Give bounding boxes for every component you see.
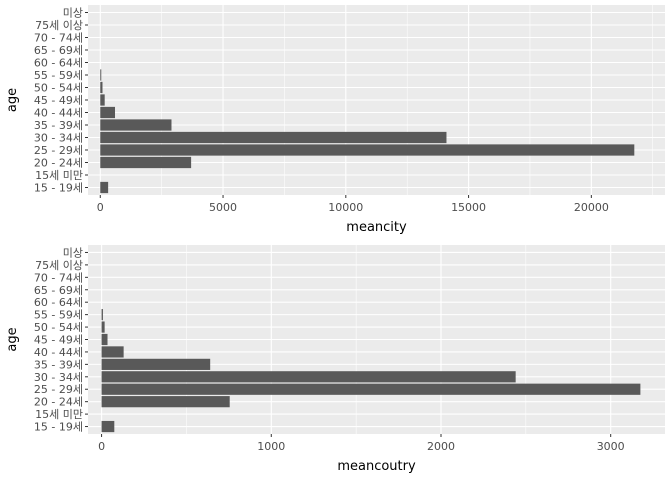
y-tick-label: 20 - 24세 bbox=[34, 157, 83, 170]
y-tick-label: 60 - 64세 bbox=[34, 57, 83, 70]
x-tick-label: 5000 bbox=[209, 201, 237, 214]
y-tick-label: 15 - 19세 bbox=[34, 182, 83, 195]
x-tick-label: 3000 bbox=[597, 440, 625, 453]
y-tick-label: 45 - 49세 bbox=[34, 334, 83, 347]
y-tick-label: 70 - 74세 bbox=[34, 271, 83, 284]
bar bbox=[101, 358, 211, 370]
bar bbox=[100, 181, 109, 194]
y-axis-title: age bbox=[5, 88, 20, 112]
y-tick-label: 미상 bbox=[63, 246, 83, 259]
y-tick-label: 50 - 54세 bbox=[34, 321, 83, 334]
y-tick-label: 40 - 44세 bbox=[34, 346, 83, 359]
x-tick-label: 20000 bbox=[574, 201, 609, 214]
y-tick-label: 65 - 69세 bbox=[34, 284, 83, 297]
y-tick-label: 75세 이상 bbox=[35, 259, 83, 272]
y-axis-title: age bbox=[5, 327, 20, 351]
y-tick-label: 15세 미만 bbox=[35, 169, 83, 182]
bar bbox=[100, 69, 102, 81]
bar bbox=[101, 309, 103, 321]
x-axis-title: meancoutry bbox=[337, 459, 416, 474]
x-tick-label: 2000 bbox=[427, 440, 455, 453]
x-tick-label: 0 bbox=[97, 201, 104, 214]
y-tick-label: 55 - 59세 bbox=[34, 309, 83, 322]
y-tick-label: 40 - 44세 bbox=[34, 107, 83, 120]
y-tick-label: 55 - 59세 bbox=[34, 69, 83, 82]
y-tick-label: 45 - 49세 bbox=[34, 94, 83, 107]
y-tick-label: 30 - 34세 bbox=[34, 132, 83, 145]
x-tick-label: 10000 bbox=[328, 201, 363, 214]
x-tick-label: 1000 bbox=[257, 440, 285, 453]
y-tick-label: 60 - 64세 bbox=[34, 296, 83, 309]
y-tick-label: 15세 미만 bbox=[35, 408, 83, 421]
y-tick-label: 50 - 54세 bbox=[34, 82, 83, 95]
y-tick-label: 25 - 29세 bbox=[34, 383, 83, 396]
bar bbox=[101, 396, 230, 408]
y-tick-label: 35 - 39세 bbox=[34, 119, 83, 132]
y-tick-label: 35 - 39세 bbox=[34, 358, 83, 371]
y-tick-label: 70 - 74세 bbox=[34, 32, 83, 45]
bar bbox=[100, 156, 192, 169]
bar bbox=[100, 106, 116, 119]
bar bbox=[101, 383, 641, 395]
y-tick-label: 15 - 19세 bbox=[34, 421, 83, 434]
y-tick-label: 25 - 29세 bbox=[34, 144, 83, 157]
bar bbox=[100, 81, 103, 94]
bar bbox=[100, 131, 447, 144]
x-axis-title: meancity bbox=[346, 220, 407, 235]
bar bbox=[101, 321, 105, 333]
y-tick-label: 20 - 24세 bbox=[34, 396, 83, 409]
bar bbox=[100, 144, 635, 156]
bar bbox=[100, 94, 105, 106]
bar bbox=[101, 420, 115, 433]
y-tick-label: 75세 이상 bbox=[35, 19, 83, 32]
bar bbox=[100, 119, 172, 131]
y-tick-label: 미상 bbox=[63, 7, 83, 20]
x-tick-label: 15000 bbox=[451, 201, 486, 214]
bar bbox=[101, 346, 124, 358]
y-tick-label: 65 - 69세 bbox=[34, 44, 83, 57]
bar bbox=[101, 371, 516, 383]
x-tick-label: 0 bbox=[98, 440, 105, 453]
bar bbox=[101, 333, 108, 346]
y-tick-label: 30 - 34세 bbox=[34, 371, 83, 384]
